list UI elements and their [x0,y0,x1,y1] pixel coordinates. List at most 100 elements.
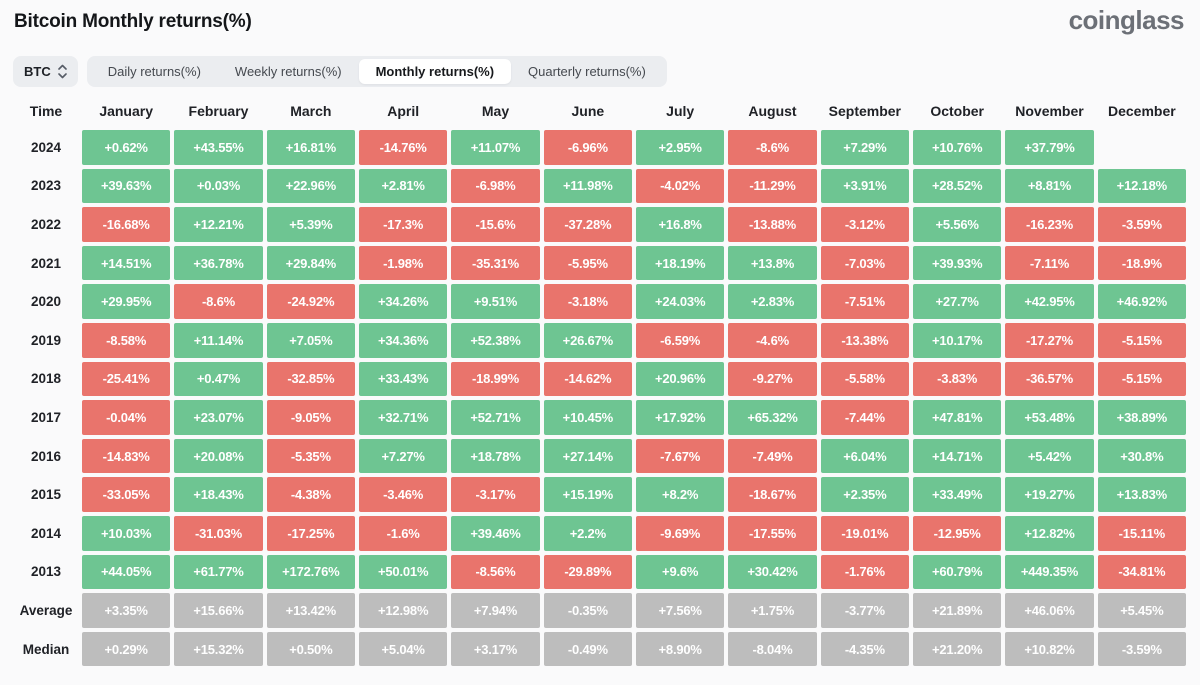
return-cell: -7.49% [728,438,817,474]
return-cell: +36.78% [174,245,263,281]
return-cell: +10.03% [82,515,171,551]
return-cell: -1.98% [359,245,448,281]
return-cell: -6.98% [451,168,540,204]
return-cell: +39.93% [913,245,1002,281]
row-label-2015: 2015 [30,487,62,503]
return-cell: -3.12% [820,207,909,242]
return-cell: +23.07% [174,400,263,435]
return-cell: -3.46% [359,477,448,512]
return-cell: +20.96% [636,361,725,397]
column-header-january: January [99,103,154,119]
return-cell: +33.43% [359,361,448,397]
return-cell: -18.67% [728,477,817,512]
tab-weekly[interactable]: Weekly returns(%) [234,64,342,79]
return-cell: -0.04% [82,400,171,435]
return-cell: -3.17% [451,477,540,512]
return-cell: +11.07% [451,130,540,165]
return-cell: -31.03% [174,515,263,551]
return-cell: +26.67% [543,322,632,358]
row-label-median: Median [22,641,70,657]
return-cell: +10.76% [913,130,1002,165]
return-cell: +172.76% [266,554,355,590]
column-header-august: August [748,103,797,119]
return-cell: -32.85% [266,361,355,397]
return-cell: +34.36% [359,322,448,358]
return-cell: -5.15% [1097,322,1186,358]
return-cell: +5.04% [359,631,448,667]
return-cell: +65.32% [728,400,817,435]
return-cell: -3.18% [543,284,632,319]
column-header-february: February [188,103,249,119]
return-cell: -12.95% [913,515,1002,551]
coinglass-logo: coinglass [1068,5,1185,35]
return-cell: -3.83% [913,361,1002,397]
return-cell: +7.94% [451,593,540,628]
return-cell: -14.83% [82,438,171,474]
return-cell: +5.56% [913,207,1002,242]
return-cell: +15.32% [174,631,263,667]
return-cell: -18.9% [1097,245,1186,281]
return-cell: +29.84% [266,245,355,281]
row-label-average: Average [19,602,73,618]
return-cell: +53.48% [1005,400,1094,435]
return-cell: +33.49% [913,477,1002,512]
return-cell: +1.75% [728,593,817,628]
return-cell: +0.47% [174,361,263,397]
return-cell: -7.11% [1005,245,1094,281]
return-cell: +20.08% [174,438,263,474]
return-cell: -16.68% [82,207,171,242]
return-cell: +449.35% [1005,554,1094,590]
return-cell: +46.06% [1005,593,1094,628]
return-cell: -29.89% [543,554,632,590]
return-cell: -16.23% [1005,207,1094,242]
return-cell: -1.76% [820,554,909,590]
return-cell: +46.92% [1097,284,1186,319]
return-cell: +39.63% [82,168,171,204]
return-cell: +0.29% [82,631,171,667]
return-cell: +9.6% [636,554,725,590]
row-label-2024: 2024 [30,139,62,155]
return-cell: -7.44% [820,400,909,435]
return-cell: +61.77% [174,554,263,590]
return-cell: +5.39% [266,207,355,242]
return-cell: +32.71% [359,400,448,435]
column-header-may: May [481,103,510,119]
return-cell: -15.6% [451,207,540,242]
return-cell: +2.95% [636,130,725,165]
return-cell: +7.56% [636,593,725,628]
tab-quarterly[interactable]: Quarterly returns(%) [528,64,646,79]
return-cell: +2.2% [543,515,632,551]
return-cell: +60.79% [913,554,1002,590]
return-cell: +13.42% [266,593,355,628]
column-header-october: October [930,103,984,119]
row-label-2013: 2013 [30,564,62,580]
return-cell: -15.11% [1097,515,1186,551]
return-cell: -8.58% [82,322,171,358]
return-cell: +0.62% [82,130,171,165]
return-cell: +5.42% [1005,438,1094,474]
return-cell: +11.14% [174,322,263,358]
return-cell: -9.05% [266,400,355,435]
return-cell: -25.41% [82,361,171,397]
tab-daily[interactable]: Daily returns(%) [107,64,201,79]
symbol-select[interactable]: BTC [13,56,78,87]
return-cell: +11.98% [543,168,632,204]
return-cell: +12.98% [359,593,448,628]
returns-tabs: Daily returns(%) Weekly returns(%) Monthly… [86,56,667,87]
row-label-2020: 2020 [30,294,62,310]
return-cell: +27.7% [913,284,1002,319]
tab-monthly[interactable]: Monthly returns(%) [358,59,512,84]
return-cell: +8.90% [636,631,725,667]
return-cell: -6.96% [543,130,632,165]
return-cell: +16.81% [266,130,355,165]
return-cell: +8.2% [636,477,725,512]
return-cell: +6.04% [820,438,909,474]
updown-caret-icon [57,64,67,79]
return-cell: -17.27% [1005,322,1094,358]
return-cell: -3.59% [1097,207,1186,242]
return-cell: +38.89% [1097,400,1186,435]
return-cell: +13.83% [1097,477,1186,512]
return-cell: +2.35% [820,477,909,512]
return-cell: +10.82% [1005,631,1094,667]
return-cell: -4.35% [820,631,909,667]
